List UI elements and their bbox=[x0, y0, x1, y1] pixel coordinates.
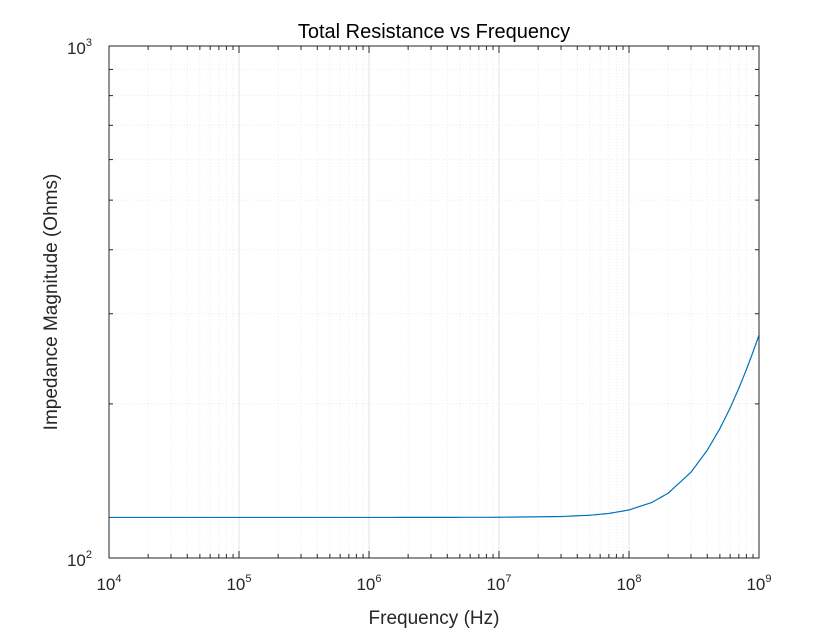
x-tick-label: 106 bbox=[356, 573, 381, 594]
y-tick-labels: 102 103 bbox=[67, 37, 92, 570]
chart-title: Total Resistance vs Frequency bbox=[298, 21, 570, 43]
x-tick-labels: 104 105 106 107 108 109 bbox=[96, 573, 771, 594]
axes-box bbox=[108, 45, 760, 559]
x-tick-label: 105 bbox=[226, 573, 251, 594]
y-tick-label: 102 bbox=[67, 549, 92, 570]
tick-marks bbox=[108, 45, 760, 559]
series-layer bbox=[109, 334, 760, 519]
x-axis-label: Frequency (Hz) bbox=[369, 608, 500, 629]
major-grid bbox=[108, 45, 760, 559]
y-tick-label: 103 bbox=[67, 37, 92, 58]
x-tick-label: 109 bbox=[746, 573, 771, 594]
x-tick-label: 107 bbox=[486, 573, 511, 594]
minor-grid bbox=[109, 46, 759, 558]
y-axis-label: Impedance Magnitude (Ohms) bbox=[41, 174, 62, 431]
series-line bbox=[109, 334, 760, 519]
x-tick-label: 104 bbox=[96, 573, 121, 594]
x-tick-label: 108 bbox=[616, 573, 641, 594]
